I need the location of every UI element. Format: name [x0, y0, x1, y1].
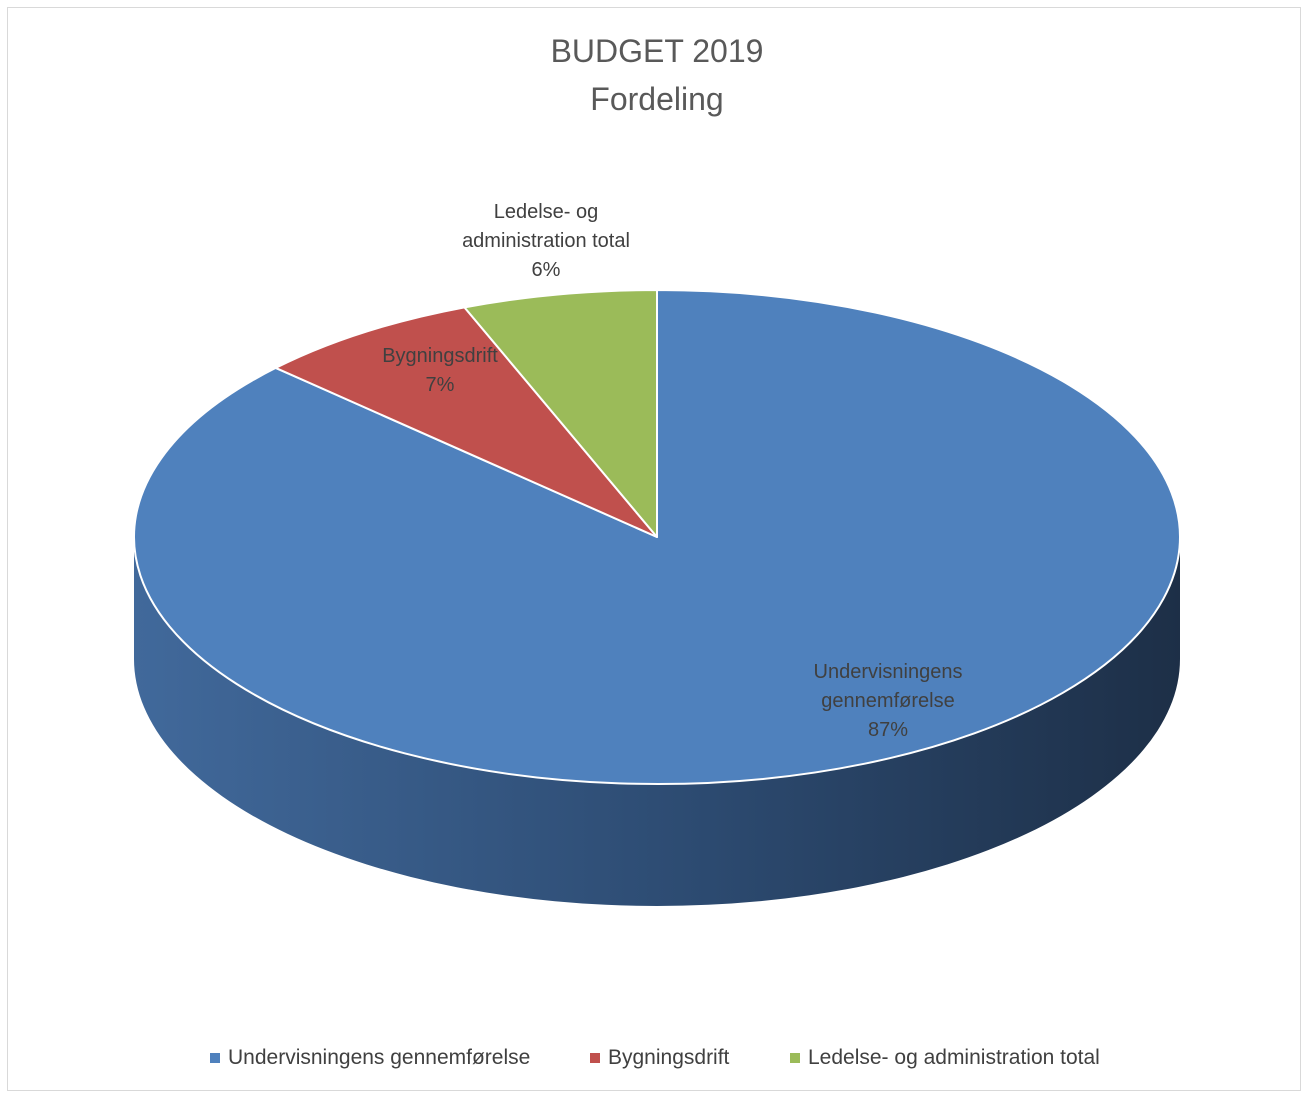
data-label-bygningsdrift: Bygningsdrift 7%	[382, 345, 498, 396]
chart-title-line-1: BUDGET 2019	[551, 33, 764, 69]
chart-title-line-2: Fordeling	[590, 81, 723, 117]
legend-entry-bygningsdrift: Bygningsdrift	[590, 1046, 730, 1069]
data-label-name: administration total	[462, 230, 630, 252]
pie-slice-ledelse-og-administration-total	[463, 289, 658, 538]
legend-label: Undervisningens gennemførelse	[228, 1046, 530, 1069]
legend-entry-undervisningens-gennemforelse: Undervisningens gennemførelse	[210, 1046, 530, 1069]
legend-swatch	[210, 1053, 220, 1063]
legend-entry-ledelse-og-administration-total: Ledelse- og administration total	[790, 1046, 1100, 1069]
pie-sides	[134, 537, 1180, 906]
legend-label: Ledelse- og administration total	[808, 1046, 1100, 1069]
pie-slices	[133, 289, 1181, 785]
pie-side-undervisningens-gennemforelse	[134, 537, 1180, 906]
chart-title: BUDGET 2019 Fordeling	[551, 33, 764, 117]
data-labels: Undervisningens gennemførelse 87% Bygningsd…	[382, 201, 962, 741]
data-label-name: Bygningsdrift	[382, 345, 498, 367]
data-label-name: gennemførelse	[821, 690, 954, 712]
data-label-value: 6%	[532, 259, 561, 281]
pie-slice-bygningsdrift	[274, 306, 658, 538]
data-label-undervisningens-gennemforelse: Undervisningens gennemførelse 87%	[814, 661, 963, 741]
legend: Undervisningens gennemførelse Bygningsdri…	[210, 1046, 1100, 1069]
legend-swatch	[790, 1053, 800, 1063]
legend-label: Bygningsdrift	[608, 1046, 730, 1069]
data-label-ledelse-og-administration-total: Ledelse- og administration total 6%	[462, 201, 630, 281]
data-label-name: Ledelse- og	[494, 201, 599, 223]
data-label-value: 7%	[426, 374, 455, 396]
legend-swatch	[590, 1053, 600, 1063]
data-label-name: Undervisningens	[814, 661, 963, 683]
data-label-value: 87%	[868, 719, 908, 741]
